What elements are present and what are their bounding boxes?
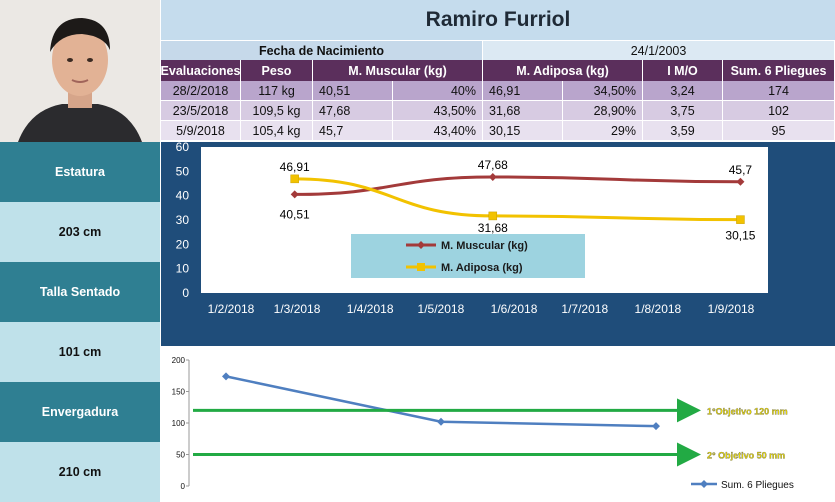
cell-imo: 3,24 [643, 81, 723, 101]
cell-pliegues: 102 [723, 101, 835, 121]
cell-date: 23/5/2018 [161, 101, 241, 121]
legend-marker [417, 241, 425, 249]
legend-marker [700, 480, 708, 488]
data-label: 46,91 [280, 160, 310, 174]
header-peso: Peso [241, 60, 313, 81]
y-tick-label: 60 [176, 142, 190, 154]
header-pliegues: Sum. 6 Pliegues [723, 60, 835, 81]
header-imo: I M/O [643, 60, 723, 81]
data-point [437, 417, 445, 426]
header-muscular: M. Muscular (kg) [313, 60, 483, 81]
y-tick-label: 50 [176, 164, 190, 178]
y-tick-label: 100 [172, 419, 186, 428]
table-header: Evaluaciones Peso M. Muscular (kg) M. Ad… [161, 60, 835, 81]
cell-adiposa-kg: 31,68 [483, 101, 563, 121]
data-point [290, 174, 299, 184]
y-tick-label: 0 [181, 482, 186, 491]
x-tick-label: 1/2/2018 [208, 302, 255, 316]
composition-chart-panel: 0 10 20 30 40 50 60 1/2/2018 1/3/2018 1/4/2018 1/5… [161, 140, 835, 346]
data-point [736, 215, 745, 224]
cell-muscular-kg: 47,68 [313, 101, 393, 121]
y-tick-label: 20 [176, 237, 190, 251]
objective-label: 2° Objetivo 50 mm [707, 451, 785, 461]
athlete-name-bar: Ramiro Furriol [161, 0, 835, 41]
estatura-label: Estatura [0, 142, 160, 202]
cell-muscular-pct: 43,40% [393, 121, 483, 141]
table-row: 28/2/2018 117 kg 40,51 40% 46,91 34,50% … [161, 81, 835, 101]
data-label: 31,68 [478, 221, 508, 235]
cell-muscular-pct: 40% [393, 81, 483, 101]
legend-marker [417, 263, 425, 271]
legend-label: Sum. 6 Pliegues [721, 480, 794, 491]
header-adiposa: M. Adiposa (kg) [483, 60, 643, 81]
cell-adiposa-pct: 34,50% [563, 81, 643, 101]
y-tick-label: 50 [176, 451, 185, 460]
cell-muscular-kg: 40,51 [313, 81, 393, 101]
x-tick-label: 1/9/2018 [708, 302, 755, 316]
estatura-value: 203 cm [0, 202, 160, 262]
header-evaluaciones: Evaluaciones [161, 60, 241, 81]
talla-sentado-label: Talla Sentado [0, 262, 160, 322]
cell-imo: 3,59 [643, 121, 723, 141]
x-tick-label: 1/4/2018 [347, 302, 394, 316]
composition-chart: 0 10 20 30 40 50 60 1/2/2018 1/3/2018 1/4/2018 1/5… [176, 140, 768, 316]
pliegues-chart-panel: 0 50 100 150 200 1°Objetivo 120 mm 2° Objetivo… [161, 346, 835, 502]
data-label: 45,7 [729, 163, 753, 177]
pliegues-chart: 0 50 100 150 200 1°Objetivo 120 mm 2° Objetivo… [161, 346, 835, 502]
birth-value: 24/1/2003 [483, 41, 835, 60]
legend-label: M. Muscular (kg) [441, 240, 528, 252]
x-tick-label: 1/8/2018 [635, 302, 682, 316]
table-row: 23/5/2018 109,5 kg 47,68 43,50% 31,68 28… [161, 101, 835, 121]
x-tick-label: 1/6/2018 [491, 302, 538, 316]
envergadura-value: 210 cm [0, 442, 160, 502]
table-row: 5/9/2018 105,4 kg 45,7 43,40% 30,15 29% … [161, 121, 835, 141]
cell-adiposa-kg: 30,15 [483, 121, 563, 141]
cell-peso: 105,4 kg [241, 121, 313, 141]
data-point [488, 172, 497, 181]
x-tick-label: 1/5/2018 [418, 302, 465, 316]
data-point [290, 190, 299, 199]
cell-peso: 117 kg [241, 81, 313, 101]
cell-adiposa-pct: 29% [563, 121, 643, 141]
legend: Sum. 6 Pliegues [691, 480, 794, 491]
legend: M. Muscular (kg) M. Adiposa (kg) [351, 234, 585, 278]
y-tick-label: 30 [176, 213, 190, 227]
x-tick-label: 1/3/2018 [274, 302, 321, 316]
y-tick-label: 10 [176, 262, 190, 276]
data-label: 30,15 [725, 229, 755, 243]
objective-label: 1°Objetivo 120 mm [707, 406, 788, 416]
cell-muscular-kg: 45,7 [313, 121, 393, 141]
cell-muscular-pct: 43,50% [393, 101, 483, 121]
y-tick-label: 0 [182, 286, 189, 300]
y-tick-label: 40 [176, 189, 190, 203]
data-point [488, 211, 498, 221]
birth-label: Fecha de Nacimiento [161, 41, 483, 60]
data-point [736, 177, 745, 186]
y-tick-label: 200 [172, 356, 186, 365]
cell-pliegues: 95 [723, 121, 835, 141]
cell-peso: 109,5 kg [241, 101, 313, 121]
cell-date: 5/9/2018 [161, 121, 241, 141]
birth-row: Fecha de Nacimiento 24/1/2003 [161, 41, 835, 60]
data-point [652, 422, 660, 431]
cell-adiposa-pct: 28,90% [563, 101, 643, 121]
cell-imo: 3,75 [643, 101, 723, 121]
cell-adiposa-kg: 46,91 [483, 81, 563, 101]
envergadura-label: Envergadura [0, 382, 160, 442]
athlete-photo [0, 0, 160, 142]
y-tick-label: 150 [172, 388, 186, 397]
talla-sentado-value: 101 cm [0, 322, 160, 382]
data-label: 47,68 [478, 158, 508, 172]
x-tick-label: 1/7/2018 [561, 302, 608, 316]
athlete-name: Ramiro Furriol [425, 8, 571, 31]
legend-label: M. Adiposa (kg) [441, 262, 523, 274]
avatar [0, 0, 160, 142]
data-point [222, 372, 230, 381]
cell-pliegues: 174 [723, 81, 835, 101]
cell-date: 28/2/2018 [161, 81, 241, 101]
data-label: 40,51 [280, 207, 310, 221]
